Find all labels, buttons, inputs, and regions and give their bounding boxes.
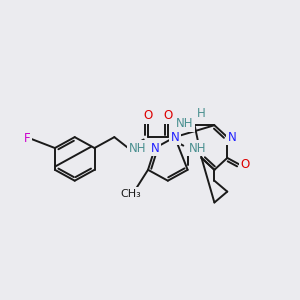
Text: F: F xyxy=(24,132,31,145)
Text: O: O xyxy=(163,109,172,122)
Text: NH: NH xyxy=(189,142,206,154)
Text: N: N xyxy=(228,130,237,144)
Text: H: H xyxy=(197,107,206,120)
Text: N: N xyxy=(170,130,179,144)
Text: N: N xyxy=(151,142,159,154)
Text: NH: NH xyxy=(129,142,147,154)
Text: O: O xyxy=(241,158,250,171)
Text: O: O xyxy=(143,109,153,122)
Text: CH₃: CH₃ xyxy=(121,189,142,199)
Text: NH: NH xyxy=(176,117,194,130)
